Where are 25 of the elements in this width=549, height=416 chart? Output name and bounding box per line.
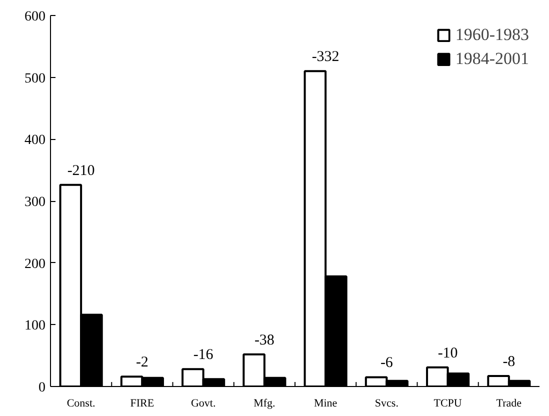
y-tick-label: 500 [24,71,46,86]
x-tick-label: TCPU [434,398,462,410]
y-tick-label: 400 [24,133,46,148]
annotation: -8 [502,354,516,370]
y-tick-label: 200 [24,256,46,272]
x-tick-label: FIRE [130,398,154,410]
annotation: -38 [254,332,274,348]
annotation: -210 [67,162,95,179]
annotation: -16 [193,347,214,364]
annotation: -10 [438,345,458,362]
y-tick-label: 600 [24,10,46,24]
x-tick-label: Const. [66,398,96,410]
annotation: -6 [380,355,394,372]
x-tick-label: Mfg. [254,398,276,410]
x-tick-label: Govt. [190,398,216,410]
annotation: -332 [312,49,340,66]
legend-label: 1984-2001 [455,49,529,69]
x-tick-label: Trade [496,398,522,410]
x-tick-label: Svcs. [374,398,399,410]
y-tick-label: 0 [38,380,46,396]
x-tick-label: Mine [314,398,338,410]
y-tick-label: 100 [24,318,46,334]
annotation: -2 [136,354,148,371]
legend-label: 1960-1983 [455,25,529,45]
y-tick-label: 300 [24,195,46,210]
